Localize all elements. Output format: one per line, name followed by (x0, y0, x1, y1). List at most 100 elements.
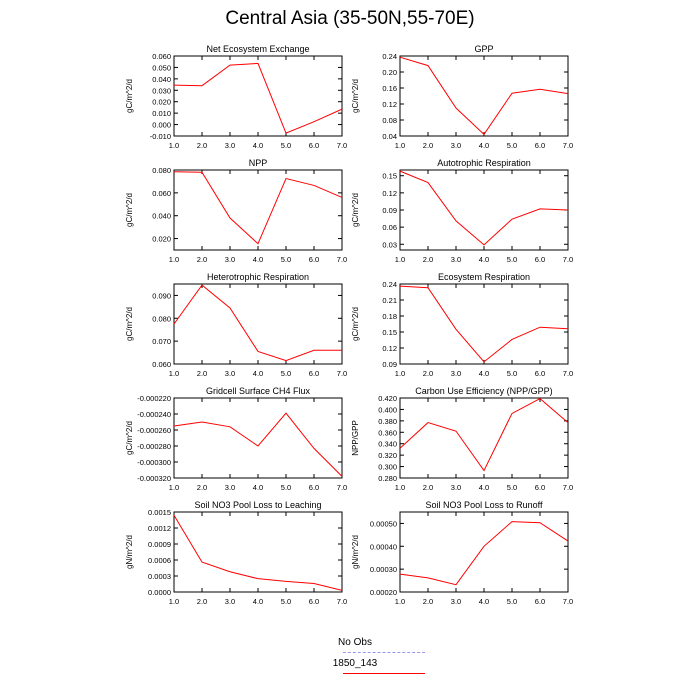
y-tick-label: -0.010 (150, 132, 171, 141)
y-tick-label: 0.060 (152, 52, 171, 61)
x-tick-label: 1.0 (169, 483, 179, 492)
x-tick-label: 4.0 (253, 369, 263, 378)
chart-panel-1: GPP 1.0 2.0 3.0 4.0 5.0 6.0 7.0 0.04 0.08 0.12 0.16… (351, 44, 573, 150)
y-tick-label: 0.0012 (148, 524, 171, 533)
y-tick-label: 0.000 (152, 121, 171, 130)
panel-title: Soil NO3 Pool Loss to Leaching (194, 500, 321, 510)
x-tick-label: 3.0 (451, 141, 461, 150)
x-tick-label: 2.0 (423, 369, 433, 378)
legend-label-no-obs: No Obs (338, 637, 372, 648)
y-tick-label: 0.380 (378, 417, 397, 426)
panel-title: Net Ecosystem Exchange (206, 44, 309, 54)
x-tick-label: 1.0 (169, 255, 179, 264)
series-line (173, 412, 343, 477)
x-tick-label: 1.0 (395, 597, 405, 606)
x-tick-label: 5.0 (281, 369, 291, 378)
y-tick-label: -0.000240 (137, 410, 171, 419)
y-tick-label: 0.15 (382, 172, 397, 181)
y-tick-label: 0.060 (152, 360, 171, 369)
x-tick-label: 2.0 (423, 141, 433, 150)
x-tick-label: 6.0 (309, 369, 319, 378)
y-tick-label: 0.040 (152, 75, 171, 84)
x-tick-label: 5.0 (507, 369, 517, 378)
x-tick-label: 5.0 (281, 141, 291, 150)
x-tick-label: 5.0 (507, 255, 517, 264)
x-tick-label: 1.0 (395, 141, 405, 150)
series-line (399, 56, 569, 136)
x-tick-label: 7.0 (337, 255, 347, 264)
chart-panel-9: Soil NO3 Pool Loss to Runoff 1.0 2.0 3.0 4.0… (351, 500, 573, 606)
chart-panel-7: Carbon Use Efficiency (NPP/GPP) 1.0 2.0 3.0… (351, 386, 573, 492)
chart-panel-8: Soil NO3 Pool Loss to Leaching 1.0 2.0 3.0 4… (125, 500, 347, 606)
x-tick-label: 3.0 (451, 483, 461, 492)
y-tick-label: 0.400 (378, 405, 397, 414)
series-line (399, 397, 569, 472)
y-axis-label: gC/m^2/d (351, 307, 360, 341)
plot-frame (173, 283, 343, 365)
x-tick-label: 4.0 (479, 255, 489, 264)
x-tick-label: 4.0 (253, 597, 263, 606)
y-tick-label: 0.15 (382, 328, 397, 337)
x-tick-label: 3.0 (225, 255, 235, 264)
chart-panel-2: NPP 1.0 2.0 3.0 4.0 5.0 6.0 7.0 0.020 0.040 0.060 0… (125, 158, 347, 264)
y-tick-label: 0.280 (378, 474, 397, 483)
x-tick-label: 1.0 (395, 255, 405, 264)
chart-panel-0: Net Ecosystem Exchange 1.0 2.0 3.0 4.0 5.0 6.0… (125, 44, 347, 150)
x-tick-label: 6.0 (535, 597, 545, 606)
x-tick-label: 3.0 (225, 483, 235, 492)
y-tick-label: 0.09 (382, 206, 397, 215)
y-tick-label: 0.0000 (148, 588, 171, 597)
y-tick-label: -0.000320 (137, 474, 171, 483)
y-tick-label: -0.000280 (137, 442, 171, 451)
x-tick-label: 2.0 (197, 255, 207, 264)
x-tick-label: 7.0 (337, 369, 347, 378)
y-axis-label: gC/m^2/d (351, 193, 360, 227)
y-tick-label: 0.080 (152, 314, 171, 323)
series-line (173, 171, 343, 245)
y-tick-label: 0.300 (378, 463, 397, 472)
y-tick-label: 0.0015 (148, 508, 171, 517)
x-tick-label: 3.0 (451, 369, 461, 378)
x-tick-label: 6.0 (309, 255, 319, 264)
y-tick-label: 0.0003 (148, 572, 171, 581)
x-tick-label: 7.0 (563, 255, 573, 264)
y-tick-label: 0.010 (152, 109, 171, 118)
legend-line-no-obs (343, 652, 425, 653)
x-tick-label: 3.0 (225, 597, 235, 606)
x-tick-label: 2.0 (197, 483, 207, 492)
y-axis-label: gC/m^2/d (125, 79, 134, 113)
y-tick-label: 0.00050 (370, 519, 397, 528)
y-tick-label: 0.21 (382, 296, 397, 305)
panel-title: Gridcell Surface CH4 Flux (206, 386, 311, 396)
series-line (173, 284, 342, 362)
y-tick-label: 0.060 (152, 189, 171, 198)
x-tick-label: 2.0 (197, 369, 207, 378)
y-tick-label: 0.08 (382, 116, 397, 125)
y-tick-label: 0.04 (382, 132, 397, 141)
y-tick-label: 0.0009 (148, 540, 171, 549)
y-tick-label: 0.00040 (370, 542, 397, 551)
y-axis-label: gN/m^2/d (125, 535, 134, 569)
y-axis-label: NPP/GPP (351, 420, 360, 456)
x-tick-label: 1.0 (395, 483, 405, 492)
x-tick-label: 2.0 (197, 141, 207, 150)
y-tick-label: 0.050 (152, 63, 171, 72)
x-tick-label: 3.0 (225, 141, 235, 150)
x-tick-label: 6.0 (309, 597, 319, 606)
x-tick-label: 6.0 (535, 369, 545, 378)
x-tick-label: 7.0 (337, 141, 347, 150)
y-tick-label: 0.340 (378, 440, 397, 449)
x-tick-label: 1.0 (395, 369, 405, 378)
y-tick-label: 0.040 (152, 212, 171, 221)
figure-title: Central Asia (35-50N,55-70E) (225, 8, 475, 29)
x-tick-label: 7.0 (563, 483, 573, 492)
x-tick-label: 1.0 (169, 597, 179, 606)
x-tick-label: 4.0 (479, 141, 489, 150)
x-tick-label: 6.0 (535, 483, 545, 492)
y-axis-label: gC/m^2/d (351, 79, 360, 113)
x-tick-label: 5.0 (507, 597, 517, 606)
y-tick-label: 0.06 (382, 223, 397, 232)
x-tick-label: 5.0 (507, 141, 517, 150)
y-tick-label: 0.030 (152, 86, 171, 95)
